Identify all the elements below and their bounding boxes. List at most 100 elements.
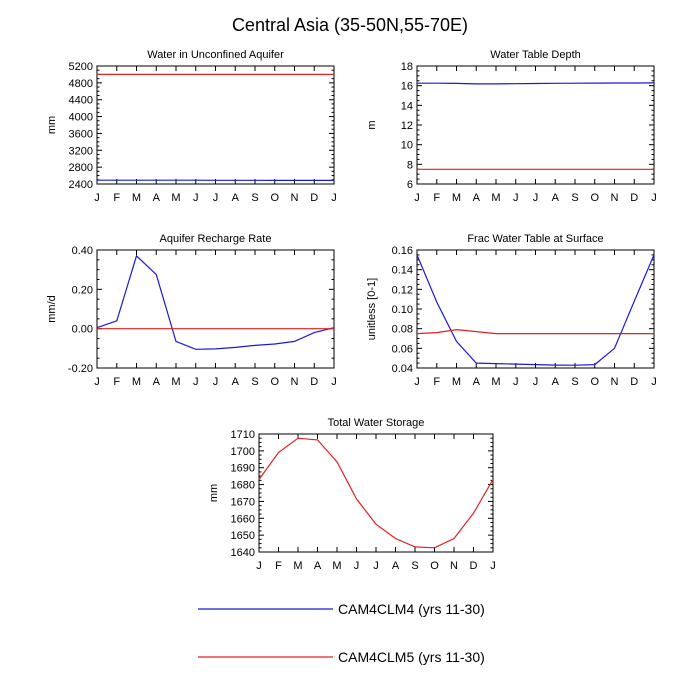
- x-tick-label: J: [513, 376, 519, 388]
- legend-label: CAM4CLM4 (yrs 11-30): [338, 601, 485, 617]
- x-tick-label: J: [213, 192, 219, 204]
- x-tick-label: J: [414, 376, 420, 388]
- y-tick-label: 3200: [69, 145, 93, 157]
- x-tick-label: J: [94, 192, 100, 204]
- x-tick-label: J: [651, 192, 657, 204]
- y-tick-label: 6: [407, 179, 413, 191]
- plot-frame: [416, 249, 655, 369]
- x-tick-label: N: [450, 560, 458, 572]
- legend-label: CAM4CLM5 (yrs 11-30): [338, 649, 485, 665]
- x-tick-label: S: [571, 376, 578, 388]
- legend: CAM4CLM4 (yrs 11-30) CAM4CLM5 (yrs 11-30): [198, 601, 485, 665]
- chart-title: Water in Unconfined Aquifer: [147, 49, 284, 61]
- x-tick-label: F: [433, 376, 440, 388]
- x-tick-label: M: [491, 192, 500, 204]
- x-tick-label: A: [473, 376, 481, 388]
- x-tick-label: D: [310, 376, 318, 388]
- chart-title: Total Water Storage: [328, 417, 425, 429]
- x-tick-label: A: [153, 192, 161, 204]
- x-tick-label: N: [611, 376, 619, 388]
- y-tick-label: 1670: [231, 496, 255, 508]
- y-tick-label: -0.20: [68, 363, 93, 375]
- x-tick-label: M: [491, 376, 500, 388]
- y-tick-label: 12: [401, 120, 413, 132]
- x-tick-label: M: [332, 560, 341, 572]
- x-tick-label: J: [490, 560, 496, 572]
- y-axis-label: mm: [46, 116, 58, 134]
- plot-frame: [96, 65, 335, 185]
- x-tick-label: J: [373, 560, 379, 572]
- y-tick-label: 1690: [231, 463, 255, 475]
- x-tick-label: J: [213, 376, 219, 388]
- y-tick-label: 0.12: [392, 284, 413, 296]
- x-tick-label: F: [113, 192, 120, 204]
- x-tick-label: O: [590, 192, 599, 204]
- x-tick-label: M: [132, 192, 141, 204]
- x-tick-label: J: [533, 376, 539, 388]
- x-tick-label: F: [275, 560, 282, 572]
- y-tick-label: 0.06: [392, 343, 413, 355]
- x-tick-label: D: [630, 192, 638, 204]
- y-tick-label: 18: [401, 61, 413, 73]
- x-tick-label: J: [513, 192, 519, 204]
- x-tick-label: D: [470, 560, 478, 572]
- y-tick-label: 2800: [69, 162, 93, 174]
- x-tick-label: O: [270, 192, 279, 204]
- y-tick-label: 4400: [69, 95, 93, 107]
- x-tick-label: N: [291, 376, 299, 388]
- series-line: [258, 437, 494, 549]
- x-tick-label: J: [331, 376, 337, 388]
- y-tick-label: 10: [401, 140, 413, 152]
- x-tick-label: J: [414, 192, 420, 204]
- x-tick-label: M: [171, 376, 180, 388]
- x-tick-label: J: [533, 192, 539, 204]
- x-tick-label: A: [314, 560, 322, 572]
- x-tick-label: J: [94, 376, 100, 388]
- y-tick-label: 5200: [69, 61, 93, 73]
- x-tick-label: A: [552, 192, 560, 204]
- x-tick-label: N: [611, 192, 619, 204]
- y-tick-label: 1680: [231, 480, 255, 492]
- chart-panel: Aquifer Recharge Rate -0.20 0.00 0.20 0.40 J F…: [46, 233, 337, 388]
- y-tick-label: 0.10: [392, 304, 413, 316]
- y-tick-label: 0.16: [392, 245, 413, 257]
- series-line: [96, 254, 335, 350]
- x-tick-label: A: [232, 376, 240, 388]
- y-tick-label: 14: [401, 100, 413, 112]
- x-tick-label: J: [193, 376, 199, 388]
- y-tick-label: 0.40: [72, 245, 93, 257]
- chart-panel: Frac Water Table at Surface 0.04 0.06 0.08 0…: [366, 233, 657, 388]
- x-tick-label: A: [552, 376, 560, 388]
- x-tick-label: O: [270, 376, 279, 388]
- x-tick-label: A: [153, 376, 161, 388]
- x-tick-label: N: [291, 192, 299, 204]
- x-tick-label: O: [590, 376, 599, 388]
- x-tick-label: M: [452, 376, 461, 388]
- x-tick-label: M: [293, 560, 302, 572]
- x-tick-label: S: [411, 560, 418, 572]
- y-axis-label: unitless [0-1]: [366, 278, 378, 340]
- x-tick-label: A: [473, 192, 481, 204]
- chart-panel: Total Water Storage 1640 1650 1660 1670 1680 1…: [208, 417, 496, 572]
- x-tick-label: M: [171, 192, 180, 204]
- y-tick-label: 1710: [231, 429, 255, 441]
- x-tick-label: J: [331, 192, 337, 204]
- series-line: [416, 254, 655, 366]
- series-line: [417, 82, 655, 85]
- series-line: [416, 328, 654, 335]
- y-tick-label: 0.08: [392, 324, 413, 336]
- y-tick-label: 1660: [231, 513, 255, 525]
- y-tick-label: 0.04: [392, 363, 413, 375]
- figure-title: Central Asia (35-50N,55-70E): [232, 15, 468, 35]
- x-tick-label: A: [232, 192, 240, 204]
- y-tick-label: 1700: [231, 446, 255, 458]
- y-axis-label: mm: [208, 484, 220, 502]
- y-tick-label: 8: [407, 159, 413, 171]
- y-axis-label: m: [366, 120, 378, 129]
- x-tick-label: J: [651, 376, 657, 388]
- y-tick-label: 0.20: [72, 284, 93, 296]
- x-tick-label: D: [630, 376, 638, 388]
- y-tick-label: 1650: [231, 530, 255, 542]
